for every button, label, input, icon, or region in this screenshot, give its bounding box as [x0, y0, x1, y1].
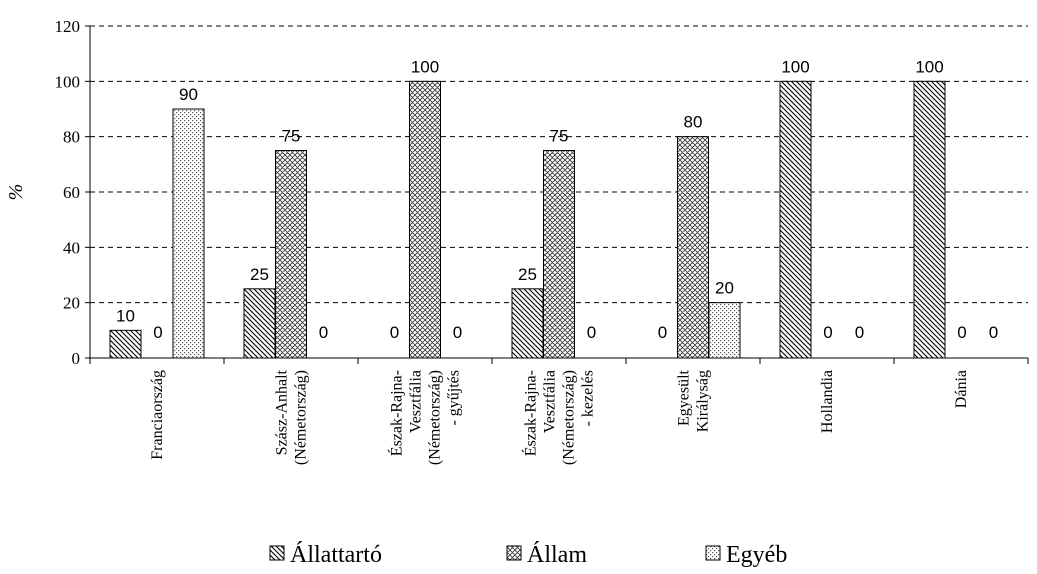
legend-swatch	[705, 545, 721, 561]
data-label: 10	[116, 306, 135, 325]
bars	[109, 80, 946, 359]
category-label-line: (Németország)	[561, 370, 578, 465]
data-label: 0	[153, 323, 162, 342]
bar-hatch-diagonal	[913, 80, 946, 359]
bar-hatch-diagonal	[243, 288, 276, 359]
category-label-line: Egyesült	[676, 369, 693, 426]
y-tick-label: 0	[72, 349, 81, 368]
category-label: Szász-Anhalt (Németország)	[274, 369, 310, 465]
bar-crosshatch	[677, 136, 709, 359]
category-label-line: (Németország)	[427, 370, 444, 465]
data-label: 0	[823, 323, 832, 342]
category-label: Hollandia	[819, 370, 836, 433]
data-label: 80	[684, 113, 703, 132]
y-tick-label: 40	[63, 238, 80, 257]
y-tick-label: 20	[63, 294, 80, 313]
legend-label: Egyéb	[726, 542, 787, 568]
data-label: 75	[282, 127, 301, 146]
bar-hatch-diagonal	[109, 329, 142, 359]
legend-swatch	[269, 545, 285, 561]
data-label: 0	[319, 323, 328, 342]
category-label-line: Vesztfália	[542, 370, 559, 433]
legend-item: Állattartó	[269, 542, 382, 568]
category-label-line: Franciaország	[149, 370, 166, 460]
legend-swatch	[506, 545, 522, 561]
category-label-line: - kezelés	[580, 370, 597, 426]
category-label-line: Vesztfália	[408, 370, 425, 433]
category-label: Észak-Rajna- Vesztfália (Németország) - gyű…	[387, 370, 463, 465]
category-label-line: Észak-Rajna-	[387, 370, 406, 456]
y-tick-label: 120	[55, 17, 81, 36]
category-label: Franciaország	[149, 370, 166, 460]
bar-hatch-diagonal	[511, 288, 544, 359]
legend-item: Egyéb	[705, 542, 787, 568]
bar-dots	[708, 302, 741, 359]
data-label: 0	[658, 323, 667, 342]
data-label: 0	[855, 323, 864, 342]
category-label: Egyesült Királyság	[676, 369, 712, 432]
category-label-line: (Németország)	[293, 370, 310, 465]
data-label: 100	[781, 57, 809, 76]
bar-dots	[172, 108, 205, 359]
category-label-line: Hollandia	[819, 370, 836, 433]
legend-item: Állam	[506, 542, 587, 568]
category-label-line: Szász-Anhalt	[274, 369, 291, 455]
y-tick-label: 80	[63, 128, 80, 147]
y-tick-label: 60	[63, 183, 80, 202]
y-axis-label: %	[5, 184, 27, 201]
category-label-line: Észak-Rajna-	[521, 370, 540, 456]
data-label: 20	[715, 279, 734, 298]
data-label: 90	[179, 85, 198, 104]
bar-crosshatch	[275, 150, 307, 359]
data-label: 25	[518, 265, 537, 284]
category-label: Dánia	[953, 370, 970, 408]
data-label: 0	[453, 323, 462, 342]
legend-label: Állattartó	[290, 542, 382, 568]
category-label-line: Dánia	[953, 370, 970, 408]
data-label: 0	[587, 323, 596, 342]
data-label: 0	[989, 323, 998, 342]
category-label-line: Királyság	[695, 370, 712, 432]
category-label-line: - gyűjtés	[446, 370, 463, 426]
bar-crosshatch	[543, 150, 575, 359]
y-tick-label: 100	[55, 72, 81, 91]
category-labels: Franciaország Szász-Anhalt (Németország) És…	[149, 369, 970, 465]
category-label: Észak-Rajna- Vesztfália (Németország) - kez…	[521, 370, 597, 465]
legend-label: Állam	[527, 542, 587, 568]
bar-hatch-diagonal	[779, 80, 812, 359]
data-label: 0	[390, 323, 399, 342]
data-label: 75	[550, 127, 569, 146]
data-label: 25	[250, 265, 269, 284]
data-label: 0	[957, 323, 966, 342]
data-label: 100	[915, 57, 943, 76]
legend: Állattartó Állam Egyéb	[269, 542, 787, 568]
data-label: 100	[411, 57, 439, 76]
bar-crosshatch	[409, 80, 441, 359]
